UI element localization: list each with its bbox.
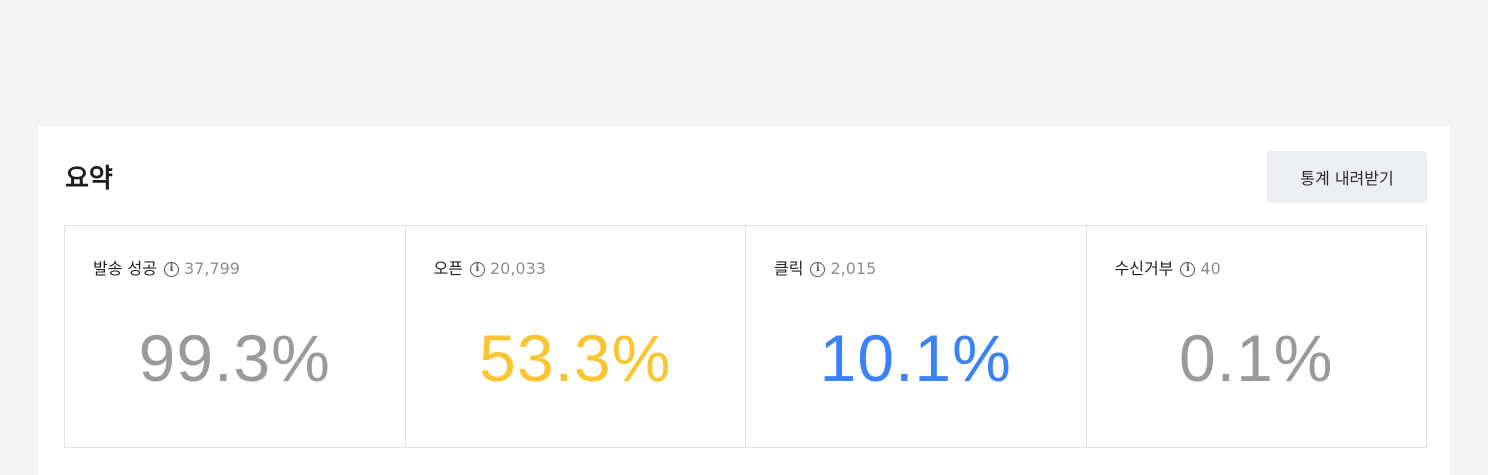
stat-label: 클릭 — [774, 259, 804, 278]
stat-rate: 10.1% — [819, 321, 1012, 395]
stat-card-open: 오픈 i 20,033 53.3% — [406, 226, 746, 447]
stat-label: 오픈 — [433, 259, 463, 278]
stat-header: 클릭 i 2,015 — [774, 258, 876, 280]
stat-rate: 53.3% — [479, 321, 672, 395]
stat-header: 발송 성공 i 37,799 — [93, 258, 240, 280]
stat-rate: 99.3% — [138, 321, 331, 395]
stat-card-click: 클릭 i 2,015 10.1% — [746, 226, 1087, 447]
info-icon[interactable]: i — [163, 261, 179, 277]
stat-header: 오픈 i 20,033 — [434, 258, 546, 280]
info-icon[interactable]: i — [469, 261, 485, 277]
summary-title: 요약 — [65, 164, 113, 194]
stat-label: 수신거부 — [1114, 259, 1174, 278]
stat-count: 2,015 — [830, 259, 877, 278]
info-icon[interactable]: i — [810, 261, 826, 277]
summary-panel: 요약 통계 내려받기 발송 성공 i 37,799 99.3% 오픈 i 20,… — [38, 126, 1450, 475]
stat-card-delivered: 발송 성공 i 37,799 99.3% — [65, 226, 406, 447]
stat-count: 37,799 — [183, 259, 240, 278]
stat-count: 40 — [1200, 259, 1221, 278]
info-icon[interactable]: i — [1180, 261, 1196, 277]
stat-label: 발송 성공 — [93, 259, 157, 278]
stat-rate: 0.1% — [1179, 321, 1334, 395]
stat-count: 20,033 — [489, 259, 546, 278]
download-stats-button[interactable]: 통계 내려받기 — [1267, 151, 1427, 203]
stat-card-unsubscribe: 수신거부 i 40 0.1% — [1087, 226, 1427, 447]
stat-header: 수신거부 i 40 — [1115, 258, 1221, 280]
stats-grid: 발송 성공 i 37,799 99.3% 오픈 i 20,033 53.3% 클… — [64, 225, 1427, 448]
